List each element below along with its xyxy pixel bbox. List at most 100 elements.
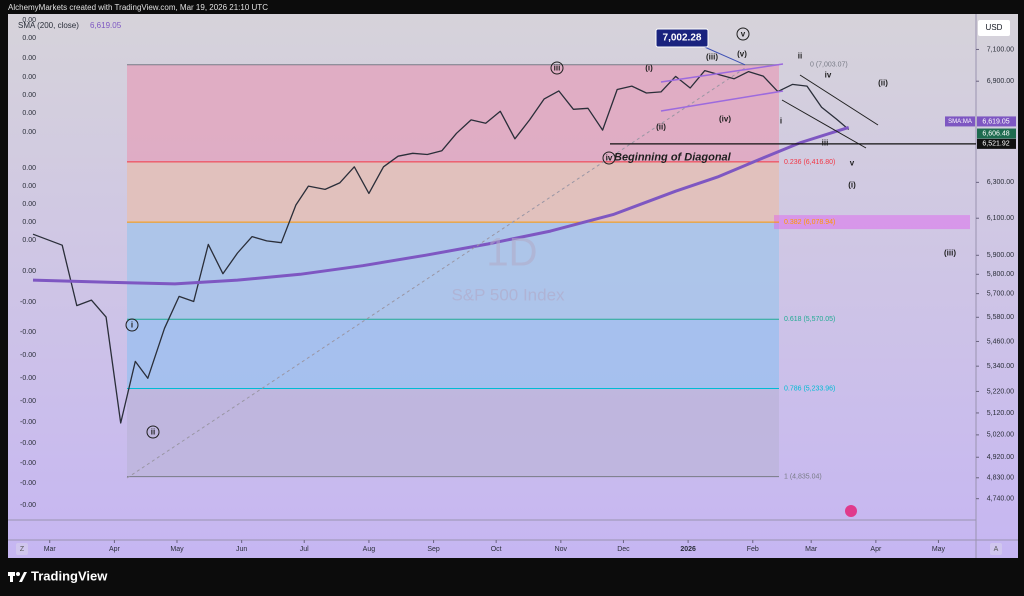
wave-label: (v): [737, 50, 747, 59]
x-tick-label: 2026: [680, 546, 696, 553]
fib-zone: [127, 319, 779, 389]
wave-label: ii: [798, 52, 802, 61]
left-axis-label: 0.00: [22, 55, 36, 62]
wave-label: (iv): [719, 115, 731, 124]
left-axis-label: -0.00: [20, 502, 36, 509]
x-tick-label: May: [170, 546, 184, 553]
left-axis-label: -0.00: [20, 375, 36, 382]
x-tick-label: Jul: [300, 546, 309, 553]
left-axis-label: -0.00: [20, 398, 36, 405]
wave-label: v: [850, 159, 855, 168]
y-tick-label: 4,740.00: [987, 496, 1014, 503]
callout-label: 7,002.28: [663, 33, 702, 44]
channel-lower: [660, 90, 784, 112]
x-tick-label: Apr: [109, 546, 121, 553]
indicator-legend: SMA (200, close): [18, 21, 79, 30]
wave-label: (i): [848, 181, 856, 190]
wave-label: i: [131, 321, 133, 330]
fib-zone: [127, 222, 779, 320]
watermark-symbol: S&P 500 Index: [451, 285, 565, 304]
wave-label: (iii): [706, 53, 718, 62]
left-axis-label: -0.00: [20, 352, 36, 359]
wave-label: (iii): [944, 249, 956, 258]
price-last-label: 6,606.48: [982, 130, 1009, 137]
wave-circle: [602, 151, 616, 165]
footer-brand: TradingView: [31, 568, 108, 583]
wave-circle: [125, 318, 139, 332]
fib-highlight: [774, 215, 970, 230]
wave-label: ii: [151, 428, 155, 437]
diagonal-note: Beginning of Diagonal: [614, 151, 732, 163]
left-axis-label: 0.00: [22, 165, 36, 172]
level-price-box: [977, 138, 1016, 149]
left-axis-label: -0.00: [20, 299, 36, 306]
x-tick-label: Dec: [617, 546, 630, 553]
wave-label: iv: [606, 154, 613, 163]
currency: USD: [986, 23, 1003, 32]
indicator-legend-value: 6,619.05: [90, 21, 122, 30]
left-axis-label: 0.00: [22, 17, 36, 24]
left-axis-label: -0.00: [20, 440, 36, 447]
left-axis-label: 0.00: [22, 237, 36, 244]
wave-label: v: [741, 30, 746, 39]
sma-line: [32, 125, 850, 286]
wave-circle: [550, 61, 564, 75]
left-axis-label: 0.00: [22, 92, 36, 99]
logo-part: [19, 572, 27, 582]
wave-label: iii: [554, 64, 561, 73]
sma-last-box: [977, 116, 1016, 127]
auto-scale-icon: A: [994, 546, 999, 553]
left-axis-label: 0.00: [22, 35, 36, 42]
callout-pointer: [699, 44, 746, 66]
wave-label: iii: [822, 139, 829, 148]
left-axis-label: 0.00: [22, 201, 36, 208]
left-axis-label: 0.00: [22, 129, 36, 136]
left-axis-label: -0.00: [20, 329, 36, 336]
channel-upper: [660, 63, 784, 83]
y-tick-label: 5,220.00: [987, 388, 1014, 395]
x-tick-label: Apr: [870, 546, 882, 553]
fib-label: 0.618 (5,570.05): [784, 316, 835, 323]
wave-circle: [146, 425, 160, 439]
left-axis-label: 0.00: [22, 219, 36, 226]
fib-label: 0.382 (6,078.94): [784, 219, 835, 226]
level-price-label: 6,521.92: [982, 141, 1009, 148]
x-tick-label: Mar: [44, 546, 57, 553]
y-tick-label: 7,100.00: [987, 46, 1014, 53]
diagonal-lower: [781, 99, 867, 149]
zoom-icon: Z: [20, 546, 25, 553]
currency-box[interactable]: [978, 20, 1010, 36]
x-tick-label: Aug: [363, 546, 376, 553]
x-tick-label: May: [932, 546, 946, 553]
x-tick-label: Oct: [491, 546, 502, 553]
price-last-box: [977, 128, 1016, 139]
y-tick-label: 5,900.00: [987, 252, 1014, 259]
diagonal-upper: [799, 74, 879, 126]
x-tick-label: Sep: [427, 546, 440, 553]
y-tick-label: 6,900.00: [987, 78, 1014, 85]
event-icon[interactable]: [845, 505, 857, 517]
y-tick-label: 5,580.00: [987, 314, 1014, 321]
wave-label: (i): [645, 64, 653, 73]
left-axis-label: -0.00: [20, 419, 36, 426]
wave-label: (ii): [656, 123, 666, 132]
left-axis-label: 0.00: [22, 268, 36, 275]
zoom-button[interactable]: [16, 543, 28, 555]
footer-logo: [8, 572, 27, 582]
fib-label: 0 (7,003.07): [810, 62, 848, 69]
callout-box: [655, 28, 709, 48]
y-tick-label: 6,100.00: [987, 215, 1014, 222]
auto-scale-button[interactable]: [990, 543, 1002, 555]
left-axis-label: 0.00: [22, 74, 36, 81]
x-tick-label: Feb: [747, 546, 759, 553]
fib-label: 1 (4,835.04): [784, 473, 822, 480]
fib-trend-line: [126, 67, 746, 479]
watermark-interval: 1D: [486, 231, 537, 275]
y-tick-label: 4,920.00: [987, 454, 1014, 461]
header-credit: AlchemyMarkets created with TradingView.…: [8, 3, 268, 12]
y-tick-label: 4,830.00: [987, 475, 1014, 482]
y-tick-label: 5,340.00: [987, 363, 1014, 370]
left-axis-label: 0.00: [22, 110, 36, 117]
y-tick-label: 5,800.00: [987, 271, 1014, 278]
